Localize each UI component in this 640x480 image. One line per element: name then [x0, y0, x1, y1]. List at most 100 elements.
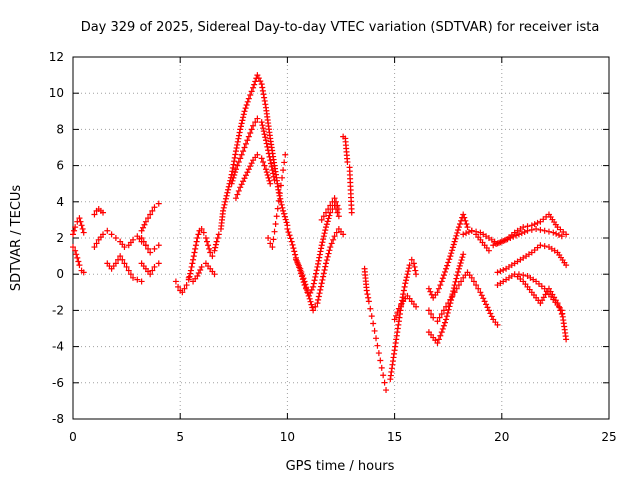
data-point	[368, 313, 375, 320]
data-point	[456, 262, 463, 269]
data-point	[500, 266, 507, 273]
data-point	[262, 166, 269, 173]
data-point	[265, 150, 272, 157]
data-point	[315, 257, 322, 264]
data-point	[553, 230, 560, 237]
data-point	[438, 311, 445, 318]
data-point	[461, 214, 468, 221]
data-point	[400, 287, 407, 294]
data-point	[231, 158, 238, 165]
data-point	[220, 207, 227, 214]
data-point	[318, 280, 325, 287]
data-point	[272, 220, 279, 227]
grid-lines	[73, 57, 609, 419]
data-point	[460, 251, 467, 258]
data-point	[440, 272, 447, 279]
data-point	[477, 289, 484, 296]
data-point	[149, 267, 156, 274]
data-point	[225, 183, 232, 190]
series-late-b	[387, 256, 420, 383]
data-point	[149, 207, 156, 214]
data-point	[254, 72, 261, 79]
data-point	[234, 141, 241, 148]
data-point	[215, 231, 222, 238]
data-point	[344, 158, 351, 165]
data-point	[192, 245, 199, 252]
data-point	[254, 151, 261, 158]
data-point	[280, 210, 287, 217]
data-point	[195, 269, 202, 276]
data-point	[121, 260, 128, 267]
data-point	[340, 231, 347, 238]
data-point	[240, 148, 247, 155]
data-point	[245, 133, 252, 140]
data-point	[231, 154, 238, 161]
data-point	[365, 298, 372, 305]
data-point	[265, 147, 272, 154]
data-point	[202, 235, 209, 241]
data-point	[311, 277, 318, 284]
data-point	[247, 163, 254, 170]
series-mid-c	[318, 195, 342, 223]
data-point	[365, 294, 372, 301]
data-point	[528, 226, 535, 233]
data-point	[270, 170, 277, 177]
data-point	[408, 256, 415, 263]
data-point	[437, 282, 444, 289]
data-point	[541, 243, 548, 250]
data-point	[413, 271, 420, 278]
data-point	[406, 262, 413, 269]
data-point	[248, 160, 255, 167]
data-point	[237, 123, 244, 130]
data-point	[443, 265, 450, 272]
data-point	[236, 132, 243, 139]
data-point	[307, 298, 314, 305]
data-point	[312, 273, 319, 280]
data-point	[468, 227, 475, 234]
data-point	[460, 231, 467, 238]
data-point	[241, 144, 248, 151]
data-point	[305, 292, 312, 299]
series-early-f	[138, 200, 162, 234]
data-point	[147, 249, 154, 256]
series-early-a	[70, 215, 87, 238]
data-point	[375, 350, 382, 357]
data-point	[269, 244, 276, 251]
data-point	[493, 241, 500, 248]
data-point	[248, 88, 255, 95]
data-point	[197, 266, 204, 273]
data-point	[393, 312, 400, 319]
data-point	[377, 357, 384, 364]
data-point	[434, 318, 441, 325]
data-point	[303, 284, 310, 291]
data-point	[374, 342, 381, 349]
data-point	[323, 221, 330, 228]
data-point	[267, 157, 274, 164]
data-point	[151, 245, 158, 252]
data-point	[279, 204, 286, 211]
data-point	[534, 219, 541, 226]
data-point	[271, 177, 278, 184]
data-point	[440, 307, 447, 314]
data-point	[315, 260, 322, 267]
data-point	[130, 274, 137, 281]
data-point	[78, 222, 85, 229]
data-point	[183, 282, 190, 289]
data-point	[451, 282, 458, 289]
data-point	[437, 332, 444, 339]
data-point	[155, 260, 162, 267]
data-point	[229, 177, 236, 184]
data-point	[291, 248, 298, 255]
data-point	[70, 244, 76, 251]
data-point	[308, 301, 315, 308]
data-points	[70, 72, 570, 394]
series-peak-a	[217, 72, 291, 232]
data-point	[181, 285, 188, 292]
data-point	[454, 229, 461, 236]
data-point	[481, 298, 488, 305]
data-point	[100, 231, 107, 238]
x-tick-label: 25	[601, 430, 616, 444]
data-point	[457, 259, 464, 266]
data-point	[316, 290, 323, 297]
data-point	[326, 247, 333, 254]
